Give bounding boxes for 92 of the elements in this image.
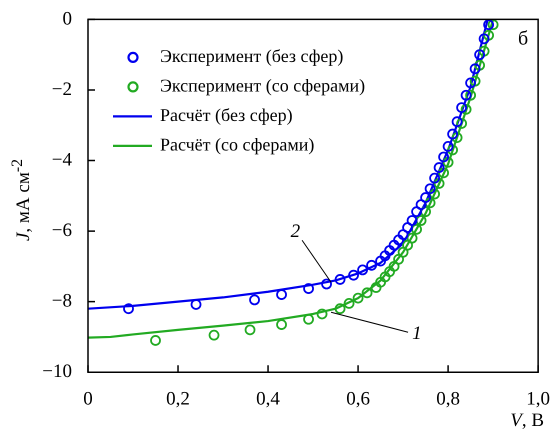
point <box>429 188 440 200</box>
point <box>316 308 328 320</box>
point <box>370 282 382 293</box>
point <box>352 292 364 304</box>
legend-label: Расчёт (со сферами) <box>160 134 314 155</box>
point <box>388 240 400 251</box>
point <box>321 278 332 290</box>
point <box>388 260 400 272</box>
point <box>393 234 404 246</box>
point <box>244 324 256 336</box>
point <box>478 33 490 44</box>
point <box>402 222 413 233</box>
y-tick-label: −6 <box>52 220 72 242</box>
point <box>249 294 260 306</box>
point <box>456 102 468 113</box>
y-tick-label: −10 <box>42 361 72 382</box>
point <box>438 152 449 162</box>
point <box>416 199 426 210</box>
point <box>460 90 472 101</box>
point <box>424 183 436 194</box>
point <box>362 287 372 298</box>
point <box>398 229 408 240</box>
x-tick-label: 0,2 <box>166 388 190 410</box>
point <box>380 272 390 282</box>
point <box>442 141 454 152</box>
point <box>411 224 422 235</box>
point <box>276 289 287 300</box>
annotation: б <box>518 28 528 50</box>
x-tick-label: 0 <box>83 388 93 410</box>
point <box>465 90 476 101</box>
legend-label: Эксперимент (без сфер) <box>160 46 344 66</box>
y-tick-label: 0 <box>62 8 72 30</box>
point <box>303 283 314 294</box>
y-tick-label: −4 <box>52 150 72 171</box>
point <box>434 162 444 173</box>
legend-label: Эксперимент (со сферами) <box>160 76 366 96</box>
x-axis-title: V, В <box>510 410 544 432</box>
x-tick-label: 1,0 <box>526 388 550 410</box>
point <box>366 260 377 271</box>
point <box>438 167 449 178</box>
x-tick-label: 0,4 <box>256 388 280 410</box>
point <box>456 118 468 129</box>
point <box>452 132 463 143</box>
point <box>424 197 436 208</box>
point <box>402 240 413 251</box>
point <box>474 49 486 60</box>
point <box>447 128 458 140</box>
annotation: 2 <box>290 221 301 242</box>
point <box>470 63 481 74</box>
point <box>208 330 220 341</box>
x-tick-label: 0,6 <box>346 388 370 410</box>
point <box>375 276 386 288</box>
point <box>465 78 476 88</box>
point <box>303 314 314 325</box>
point <box>416 215 426 226</box>
point <box>384 245 395 256</box>
x-tick-label: 0,8 <box>436 388 460 410</box>
legend-label: Расчёт (без сфер) <box>160 105 293 126</box>
point <box>478 46 490 57</box>
point <box>380 250 390 262</box>
point <box>452 116 463 128</box>
point <box>442 156 454 168</box>
point <box>123 303 134 314</box>
point <box>384 266 395 278</box>
point <box>375 256 386 266</box>
point <box>483 19 494 30</box>
point <box>150 335 161 346</box>
point <box>434 178 444 189</box>
point <box>334 274 346 285</box>
point <box>474 60 486 71</box>
point <box>276 319 287 330</box>
point <box>483 30 494 41</box>
point <box>398 246 408 258</box>
point <box>447 144 458 156</box>
point <box>420 192 431 203</box>
point <box>411 206 422 218</box>
point <box>460 104 472 115</box>
y-tick-label: −8 <box>52 290 72 312</box>
point <box>344 298 354 309</box>
annotation: 1 <box>412 323 422 344</box>
point <box>190 299 202 310</box>
point <box>348 270 359 281</box>
point <box>429 172 440 184</box>
point <box>357 264 368 276</box>
point <box>393 254 404 265</box>
point <box>470 76 481 87</box>
point <box>488 19 499 30</box>
point <box>406 232 418 244</box>
y-tick-label: −2 <box>52 78 72 100</box>
point <box>334 303 346 314</box>
point <box>420 206 431 218</box>
point <box>406 215 418 226</box>
